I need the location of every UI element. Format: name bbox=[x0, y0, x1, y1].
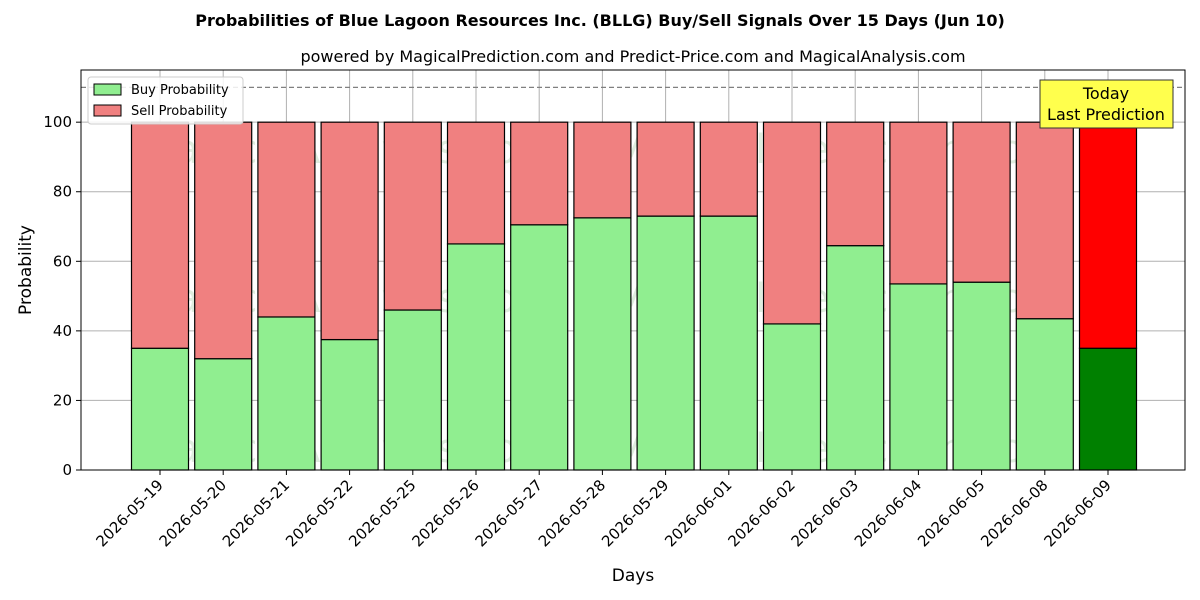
bar-layer bbox=[130, 121, 1138, 471]
buy-bar bbox=[573, 217, 632, 471]
x-tick-label: 2026-06-04 bbox=[851, 476, 925, 550]
buy-bar bbox=[636, 215, 695, 471]
x-tick-label: 2026-06-05 bbox=[914, 476, 988, 550]
sell-bar bbox=[762, 121, 822, 325]
sell-bar bbox=[257, 121, 316, 318]
sell-bar bbox=[699, 121, 758, 217]
sell-bar bbox=[1015, 121, 1074, 320]
sell-bar bbox=[194, 121, 253, 360]
legend-swatch bbox=[93, 83, 122, 96]
x-tick-label: 2026-05-27 bbox=[472, 476, 546, 550]
x-tick-label: 2026-06-02 bbox=[724, 476, 798, 550]
y-tick-label: 40 bbox=[53, 322, 72, 340]
y-tick-label: 0 bbox=[62, 461, 72, 479]
x-tick-label: 2026-06-03 bbox=[788, 476, 862, 550]
y-tick-label: 20 bbox=[53, 391, 72, 409]
buy-bar bbox=[510, 224, 569, 471]
buy-bar bbox=[383, 309, 442, 471]
sell-bar bbox=[889, 121, 948, 285]
buy-bar bbox=[1015, 318, 1074, 471]
x-tick-label: 2026-05-28 bbox=[535, 476, 609, 550]
buy-bar bbox=[1078, 347, 1138, 471]
y-axis-label: Probability bbox=[16, 225, 36, 315]
x-tick-label: 2026-05-29 bbox=[598, 476, 672, 550]
sell-bar bbox=[446, 121, 506, 245]
sell-bar bbox=[636, 121, 695, 217]
buy-bar bbox=[826, 245, 885, 471]
y-tick-label: 80 bbox=[53, 183, 72, 201]
buy-bar bbox=[320, 338, 379, 471]
x-tick-label: 2026-05-25 bbox=[345, 476, 419, 550]
legend-box bbox=[87, 76, 244, 125]
sell-bar bbox=[130, 121, 190, 349]
sell-bar bbox=[320, 121, 379, 341]
sell-bar bbox=[952, 121, 1011, 283]
legend: Buy Probability Sell Probability bbox=[87, 76, 244, 125]
buy-bar bbox=[194, 358, 253, 471]
buy-bar bbox=[130, 347, 190, 471]
y-tick-label: 60 bbox=[53, 252, 72, 270]
x-tick-label: 2026-06-08 bbox=[977, 476, 1051, 550]
x-tick-label: 2026-05-19 bbox=[92, 476, 166, 550]
today-annotation: Today Last Prediction bbox=[1039, 79, 1174, 129]
buy-bar bbox=[762, 323, 822, 471]
buy-bar bbox=[446, 243, 506, 471]
legend-label: Buy Probability bbox=[131, 83, 229, 98]
y-axis: 0 20 40 60 80 100 bbox=[43, 113, 81, 479]
x-tick-label: 2026-05-22 bbox=[282, 476, 356, 550]
x-tick-label: 2026-05-20 bbox=[156, 476, 230, 550]
x-tick-label: 2026-05-26 bbox=[408, 476, 482, 550]
y-tick-label: 100 bbox=[43, 113, 72, 131]
x-axis: 2026-05-192026-05-202026-05-212026-05-22… bbox=[92, 470, 1115, 550]
x-tick-label: 2026-06-09 bbox=[1040, 476, 1114, 550]
sell-bar bbox=[1078, 121, 1138, 349]
annotation-box bbox=[1039, 79, 1174, 129]
buy-bar bbox=[257, 316, 316, 471]
sell-bar bbox=[826, 121, 885, 247]
legend-swatch bbox=[93, 104, 122, 117]
chart-subtitle: powered by MagicalPrediction.com and Pre… bbox=[300, 47, 965, 66]
plot-frame bbox=[80, 69, 1186, 471]
sell-bar bbox=[510, 121, 569, 226]
legend-label: Sell Probability bbox=[131, 104, 228, 119]
buy-bar bbox=[952, 281, 1011, 471]
annotation-line-last-prediction: Last Prediction bbox=[1047, 105, 1165, 124]
annotation-line-today: Today bbox=[1082, 84, 1129, 103]
sell-bar bbox=[383, 121, 442, 311]
x-tick-label: 2026-05-21 bbox=[219, 476, 293, 550]
sell-bar bbox=[573, 121, 632, 219]
chart-title: Probabilities of Blue Lagoon Resources I… bbox=[195, 11, 1005, 30]
buy-bar bbox=[699, 215, 758, 471]
x-tick-label: 2026-06-01 bbox=[661, 476, 735, 550]
x-axis-label: Days bbox=[612, 566, 655, 586]
buy-bar bbox=[889, 283, 948, 471]
